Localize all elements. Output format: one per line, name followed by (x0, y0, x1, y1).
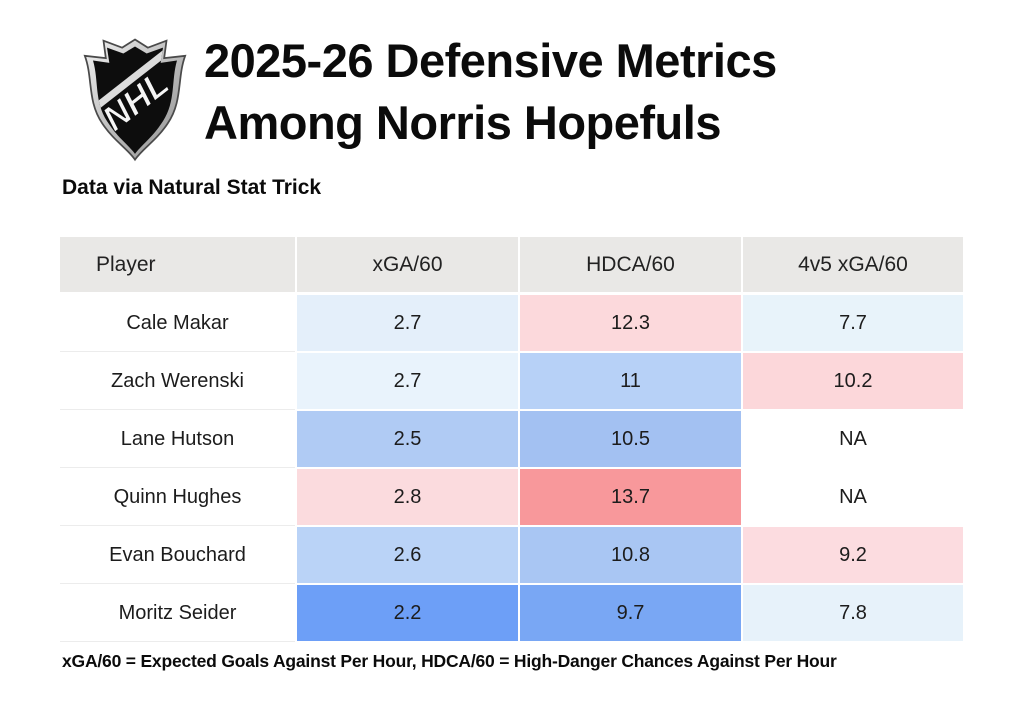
player-cell: Cale Makar (60, 295, 295, 351)
player-cell: Lane Hutson (60, 411, 295, 467)
stat-cell-1: 10.5 (520, 411, 741, 467)
title-line-2: Among Norris Hopefuls (204, 96, 721, 149)
stat-cell-0: 2.6 (297, 527, 518, 583)
column-header-2: HDCA/60 (520, 237, 741, 292)
stat-cell-1: 13.7 (520, 469, 741, 525)
data-source-note: Data via Natural Stat Trick (62, 176, 322, 199)
stat-cell-2: 7.7 (743, 295, 963, 351)
column-header-3: 4v5 xGA/60 (743, 237, 963, 292)
stat-cell-0: 2.2 (297, 585, 518, 641)
stat-cell-1: 12.3 (520, 295, 741, 351)
stat-cell-2: NA (743, 411, 963, 467)
page-title: 2025-26 Defensive Metrics Among Norris Ho… (204, 30, 777, 154)
stat-cell-2: 7.8 (743, 585, 963, 641)
stat-cell-2: 9.2 (743, 527, 963, 583)
title-line-1: 2025-26 Defensive Metrics (204, 34, 777, 87)
metrics-table: Player xGA/60 HDCA/60 4v5 xGA/60 Cale Makar 2… (60, 237, 963, 641)
column-header-0: Player (60, 237, 295, 292)
stat-cell-0: 2.7 (297, 353, 518, 409)
player-cell: Moritz Seider (60, 585, 295, 641)
stat-cell-0: 2.7 (297, 295, 518, 351)
stat-cell-0: 2.5 (297, 411, 518, 467)
stat-cell-1: 9.7 (520, 585, 741, 641)
legend-note: xGA/60 = Expected Goals Against Per Hour… (62, 651, 837, 671)
column-header-1: xGA/60 (297, 237, 518, 292)
player-cell: Evan Bouchard (60, 527, 295, 583)
player-cell: Quinn Hughes (60, 469, 295, 525)
stat-cell-1: 11 (520, 353, 741, 409)
stat-cell-2: NA (743, 469, 963, 525)
player-cell: Zach Werenski (60, 353, 295, 409)
stat-cell-2: 10.2 (743, 353, 963, 409)
stat-cell-0: 2.8 (297, 469, 518, 525)
stat-cell-1: 10.8 (520, 527, 741, 583)
nhl-logo-icon: NHL (73, 36, 197, 162)
